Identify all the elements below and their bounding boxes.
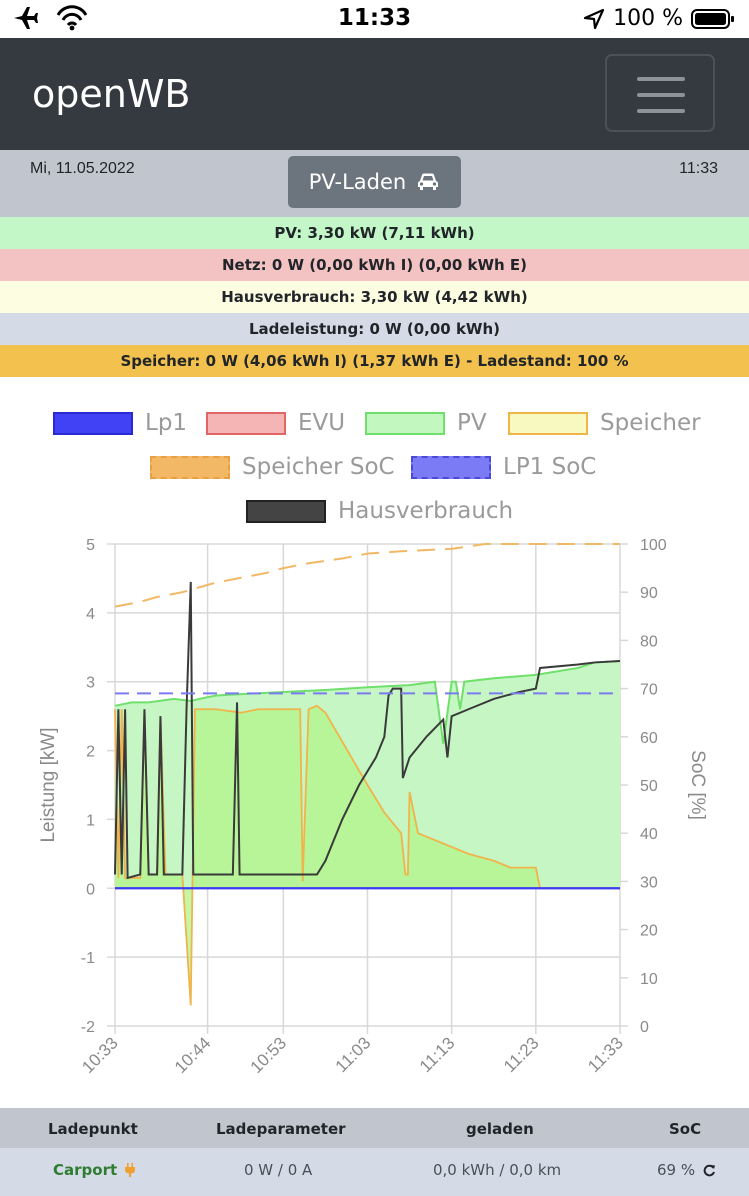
y-tick-label: 0 xyxy=(86,881,95,898)
y2-tick-label: 60 xyxy=(640,730,658,747)
ladepunkt-cell[interactable]: Carport xyxy=(53,1161,136,1179)
airplane-icon xyxy=(14,7,38,29)
legend-label-speicher: Speicher xyxy=(600,410,701,436)
legend-speicher[interactable]: Speicher xyxy=(508,410,701,436)
pv-row: PV: 3,30 kW (7,11 kWh) xyxy=(0,217,749,249)
legend-label-hausverbrauch: Hausverbrauch xyxy=(338,498,514,524)
geladen-cell: 0,0 kWh / 0,0 km xyxy=(433,1161,562,1179)
hamburger-menu-button[interactable] xyxy=(605,54,715,132)
y-axis-label: Leistung [kW] xyxy=(38,727,59,842)
legend-hausverbrauch[interactable]: Hausverbrauch xyxy=(246,498,513,524)
status-left xyxy=(12,4,92,37)
table-row[interactable]: Carport 0 W / 0 A 0,0 kWh / 0,0 km 69 % xyxy=(0,1148,749,1196)
legend-swatch-speicher xyxy=(508,411,588,435)
current-time: 11:33 xyxy=(679,160,718,177)
legend-lp1[interactable]: Lp1 xyxy=(53,410,187,436)
y2-tick-label: 90 xyxy=(640,585,658,602)
soc-value: 69 % xyxy=(657,1161,696,1179)
y2-tick-label: 100 xyxy=(640,537,667,554)
legend-swatch-hausverbrauch xyxy=(246,499,326,523)
navbar: openWB xyxy=(0,38,749,150)
y-tick-label: 3 xyxy=(86,675,95,692)
speicher-row: Speicher: 0 W (4,06 kWh I) (1,37 kWh E) … xyxy=(0,345,749,377)
netz-row: Netz: 0 W (0,00 kWh I) (0,00 kWh E) xyxy=(0,249,749,281)
legend-label-lp1: Lp1 xyxy=(145,410,188,436)
hausverbrauch-row: Hausverbrauch: 3,30 kW (4,42 kWh) xyxy=(0,281,749,313)
y2-tick-label: 20 xyxy=(640,923,658,940)
y2-tick-label: 0 xyxy=(640,1019,649,1036)
battery-percent: 100 % xyxy=(613,6,683,31)
legend-swatch-speicher-soc xyxy=(150,455,230,479)
legend-pv[interactable]: PV xyxy=(365,410,487,436)
legend-swatch-evu xyxy=(206,411,286,435)
legend-swatch-lp1 xyxy=(53,411,133,435)
refresh-icon[interactable] xyxy=(703,1164,716,1177)
x-tick-label: 11:23 xyxy=(500,1033,543,1076)
speicher-area xyxy=(115,705,620,1006)
y2-axis-label: SoC [%] xyxy=(687,750,708,820)
y-tick-label: 5 xyxy=(86,537,95,554)
status-right: 100 % xyxy=(583,6,735,31)
car-icon xyxy=(418,173,439,190)
pv-line xyxy=(114,660,621,744)
header-soc: SoC xyxy=(669,1120,702,1138)
legend-label-speicher-soc: Speicher SoC xyxy=(242,454,395,480)
legend-speicher-soc[interactable]: Speicher SoC xyxy=(150,454,395,480)
x-tick-label: 10:33 xyxy=(78,1033,122,1077)
hausverbrauch-line xyxy=(114,581,621,880)
soc-cell[interactable]: 69 % xyxy=(657,1161,716,1179)
airplane-wifi-icons xyxy=(14,5,88,31)
legend-lp1-soc[interactable]: LP1 SoC xyxy=(411,454,596,480)
current-date: Mi, 11.05.2022 xyxy=(30,160,135,177)
legend-label-lp1-soc: LP1 SoC xyxy=(503,454,597,480)
status-bar: 11:33 100 % xyxy=(0,0,749,38)
x-tick-label: 11:33 xyxy=(584,1033,627,1076)
mode-button[interactable]: PV-Laden xyxy=(288,156,461,208)
wifi-icon xyxy=(56,5,88,31)
y2-tick-label: 70 xyxy=(640,682,658,699)
x-tick-label: 10:44 xyxy=(171,1033,215,1077)
y2-tick-label: 30 xyxy=(640,874,658,891)
table-header: Ladepunkt Ladeparameter geladen SoC xyxy=(0,1108,749,1148)
plug-icon xyxy=(125,1163,136,1177)
info-bar: Mi, 11.05.2022 PV-Laden 11:33 xyxy=(0,150,749,217)
mode-label: PV-Laden xyxy=(308,170,407,194)
brand-title[interactable]: openWB xyxy=(32,72,191,116)
header-ladepunkt: Ladepunkt xyxy=(48,1120,138,1138)
y2-tick-label: 40 xyxy=(640,826,658,843)
hamburger-menu-icon xyxy=(637,77,685,81)
y2-tick-label: 10 xyxy=(640,971,658,988)
battery-icon xyxy=(691,8,734,29)
x-tick-label: 10:53 xyxy=(247,1033,291,1077)
y2-tick-label: 80 xyxy=(640,633,658,650)
location-arrow-icon xyxy=(584,8,605,29)
x-tick-label: 11:13 xyxy=(416,1033,459,1076)
y-tick-label: 4 xyxy=(86,606,95,623)
ladeleistung-row: Ladeleistung: 0 W (0,00 kWh) xyxy=(0,313,749,345)
y2-tick-label: 50 xyxy=(640,778,658,795)
legend-swatch-pv xyxy=(365,411,445,435)
legend-label-pv: PV xyxy=(457,410,487,436)
y-tick-label: -1 xyxy=(81,950,95,967)
y-tick-label: 2 xyxy=(86,744,95,761)
ladepunkt-name: Carport xyxy=(53,1161,118,1179)
legend-swatch-lp1-soc xyxy=(411,455,491,479)
legend-evu[interactable]: EVU xyxy=(206,410,345,436)
y-tick-label: 1 xyxy=(86,812,95,829)
x-tick-label: 11:03 xyxy=(332,1033,375,1076)
ladeparameter-cell: 0 W / 0 A xyxy=(244,1161,313,1179)
status-time: 11:33 xyxy=(337,5,412,31)
speicher-soc-line xyxy=(114,543,620,608)
y-tick-label: -2 xyxy=(81,1019,95,1036)
legend-label-evu: EVU xyxy=(298,410,346,436)
header-ladeparameter: Ladeparameter xyxy=(216,1120,346,1138)
header-geladen: geladen xyxy=(466,1120,534,1138)
